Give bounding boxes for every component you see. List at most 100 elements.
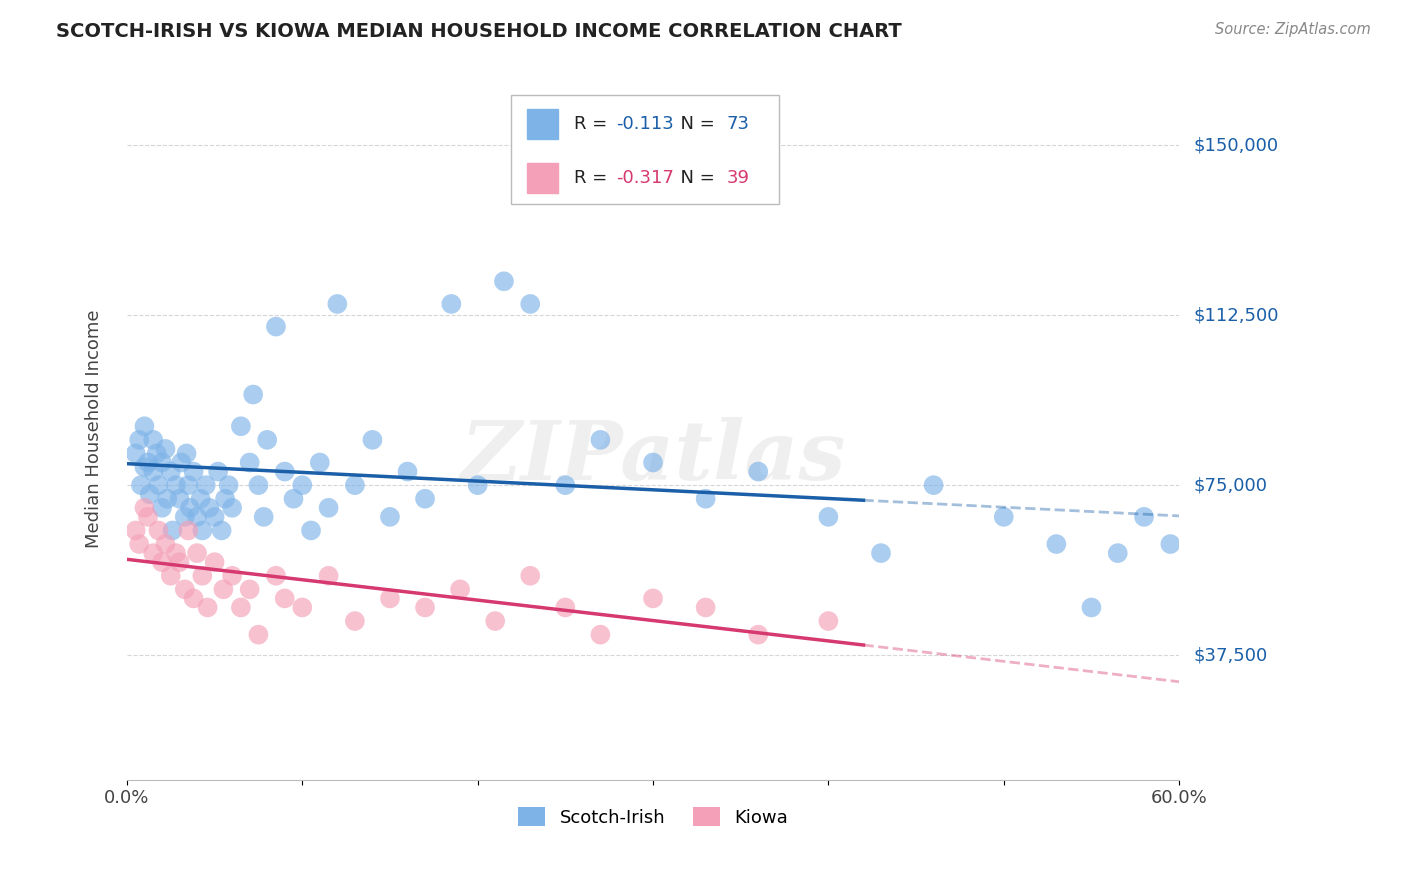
- Text: R =: R =: [574, 115, 613, 133]
- Point: [1045, 537, 1067, 551]
- Point: [378, 591, 401, 606]
- Point: [197, 600, 219, 615]
- Point: [134, 500, 156, 515]
- Point: [870, 546, 893, 560]
- Point: [299, 524, 322, 538]
- Point: [198, 500, 221, 515]
- Point: [218, 478, 240, 492]
- Point: [183, 465, 205, 479]
- Point: [343, 478, 366, 492]
- Point: [817, 614, 839, 628]
- FancyBboxPatch shape: [527, 163, 558, 193]
- Text: -0.113: -0.113: [616, 115, 673, 133]
- Point: [150, 500, 173, 515]
- Point: [165, 546, 187, 560]
- Point: [747, 465, 769, 479]
- Point: [177, 524, 200, 538]
- Text: N =: N =: [669, 169, 720, 187]
- Point: [125, 446, 148, 460]
- Point: [212, 582, 235, 597]
- Point: [159, 465, 181, 479]
- Point: [378, 509, 401, 524]
- Point: [169, 491, 191, 506]
- Point: [173, 582, 195, 597]
- Point: [467, 478, 489, 492]
- Point: [190, 491, 212, 506]
- Text: ZIPatlas: ZIPatlas: [460, 417, 846, 497]
- Point: [256, 433, 278, 447]
- Point: [170, 456, 193, 470]
- Point: [134, 460, 156, 475]
- Point: [413, 600, 436, 615]
- Point: [142, 546, 165, 560]
- Point: [264, 319, 287, 334]
- FancyBboxPatch shape: [527, 109, 558, 138]
- Point: [173, 509, 195, 524]
- Point: [291, 600, 314, 615]
- Point: [922, 478, 945, 492]
- Point: [274, 465, 297, 479]
- Point: [155, 537, 177, 551]
- Point: [242, 387, 264, 401]
- Point: [484, 614, 506, 628]
- Text: $150,000: $150,000: [1194, 136, 1278, 154]
- Point: [148, 478, 170, 492]
- Point: [554, 600, 576, 615]
- Point: [247, 478, 270, 492]
- Text: $112,500: $112,500: [1194, 306, 1278, 325]
- Point: [142, 465, 165, 479]
- Text: SCOTCH-IRISH VS KIOWA MEDIAN HOUSEHOLD INCOME CORRELATION CHART: SCOTCH-IRISH VS KIOWA MEDIAN HOUSEHOLD I…: [56, 22, 903, 41]
- Point: [519, 297, 541, 311]
- Point: [186, 509, 208, 524]
- Point: [291, 478, 314, 492]
- Point: [145, 446, 167, 460]
- Point: [128, 433, 150, 447]
- Point: [169, 555, 191, 569]
- Point: [136, 456, 159, 470]
- Point: [194, 478, 217, 492]
- Text: $37,500: $37,500: [1194, 646, 1267, 664]
- Point: [1080, 600, 1102, 615]
- Point: [155, 442, 177, 456]
- Point: [204, 509, 226, 524]
- Point: [308, 456, 330, 470]
- Point: [343, 614, 366, 628]
- Point: [589, 433, 612, 447]
- Point: [183, 591, 205, 606]
- Point: [221, 500, 243, 515]
- Point: [136, 509, 159, 524]
- Point: [214, 491, 236, 506]
- Point: [239, 456, 262, 470]
- Point: [156, 491, 179, 506]
- Text: -0.317: -0.317: [616, 169, 673, 187]
- FancyBboxPatch shape: [510, 95, 779, 204]
- Point: [554, 478, 576, 492]
- Text: N =: N =: [669, 115, 720, 133]
- Point: [589, 627, 612, 641]
- Text: $75,000: $75,000: [1194, 476, 1267, 494]
- Point: [264, 568, 287, 582]
- Point: [747, 627, 769, 641]
- Point: [138, 487, 160, 501]
- Text: 73: 73: [727, 115, 749, 133]
- Point: [247, 627, 270, 641]
- Point: [641, 456, 664, 470]
- Point: [128, 537, 150, 551]
- Point: [150, 456, 173, 470]
- Point: [641, 591, 664, 606]
- Legend: Scotch-Irish, Kiowa: Scotch-Irish, Kiowa: [510, 800, 794, 834]
- Point: [148, 524, 170, 538]
- Point: [413, 491, 436, 506]
- Point: [165, 478, 187, 492]
- Point: [1159, 537, 1181, 551]
- Point: [1107, 546, 1129, 560]
- Point: [283, 491, 305, 506]
- Text: Source: ZipAtlas.com: Source: ZipAtlas.com: [1215, 22, 1371, 37]
- Point: [211, 524, 233, 538]
- Point: [191, 524, 214, 538]
- Point: [396, 465, 419, 479]
- Point: [1133, 509, 1156, 524]
- Point: [361, 433, 384, 447]
- Point: [318, 500, 340, 515]
- Point: [274, 591, 297, 606]
